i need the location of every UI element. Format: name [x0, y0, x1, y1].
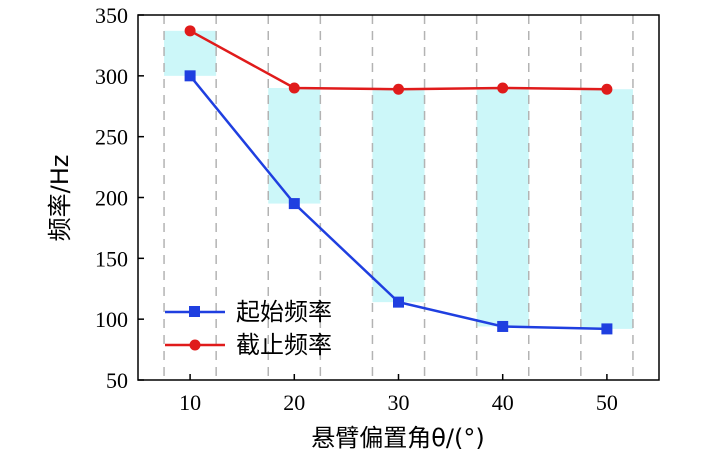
y-tick-label: 50	[106, 368, 128, 393]
y-tick-label: 100	[95, 307, 128, 332]
x-tick-label: 30	[388, 390, 410, 415]
y-tick-label: 350	[95, 3, 128, 28]
band-30	[372, 89, 425, 303]
legend-marker-cutoff-freq	[189, 339, 201, 351]
data-point-0-50	[601, 323, 613, 335]
data-series	[184, 25, 613, 335]
data-point-0-20	[288, 198, 300, 210]
data-point-0-10	[184, 70, 196, 82]
series-line-1	[189, 29, 607, 91]
legend-label-cutoff-freq: 截止频率	[236, 331, 332, 359]
y-tick-label: 150	[95, 246, 128, 271]
data-point-1-20	[288, 82, 300, 94]
y-tick-label: 250	[95, 125, 128, 150]
x-tick-label: 50	[596, 390, 618, 415]
legend-label-start-freq: 起始频率	[236, 298, 332, 326]
band-20	[268, 88, 321, 204]
x-axis-title: 悬臂偏置角θ/(°)	[311, 424, 485, 452]
y-axis-title: 频率/Hz	[46, 155, 74, 242]
data-point-1-30	[393, 83, 404, 95]
x-tick-label: 20	[283, 390, 305, 415]
x-tick-label: 40	[492, 390, 514, 415]
band-50	[580, 89, 633, 329]
data-point-1-50	[601, 83, 613, 95]
band-10	[164, 30, 217, 76]
data-point-0-30	[393, 296, 404, 308]
band-40	[476, 88, 529, 327]
axis-ticks: 10 20 30 40 50 50 100 150 200 250 300 350	[95, 3, 618, 415]
legend: 起始频率 截止频率	[165, 298, 332, 359]
y-tick-label: 300	[95, 64, 128, 89]
data-point-1-40	[497, 82, 509, 94]
y-tick-label: 200	[95, 186, 128, 211]
data-point-0-40	[497, 320, 509, 332]
frequency-bands	[164, 30, 633, 329]
x-tick-label: 10	[179, 390, 201, 415]
legend-marker-start-freq	[189, 306, 200, 317]
data-point-1-10	[184, 25, 196, 37]
